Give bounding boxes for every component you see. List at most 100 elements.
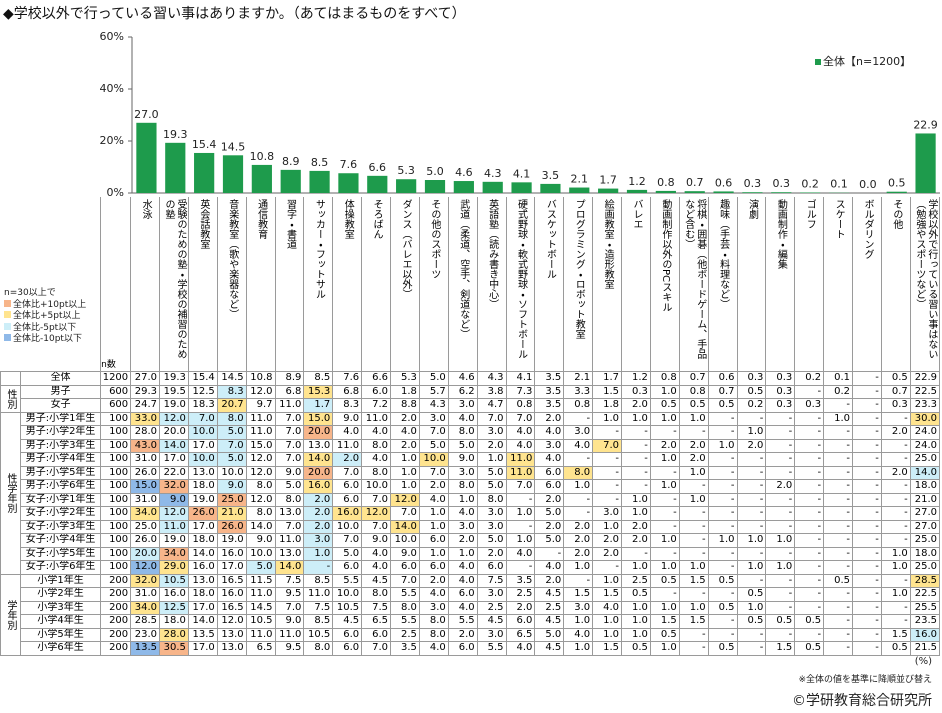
column-header: 硬式野球・軟式野球・ソフトボール [505,197,536,372]
table-cell: - [736,506,767,521]
table-cell: 1.0 [765,533,796,548]
bar [713,191,734,193]
table-cell: 3.0 [447,519,478,534]
table-cell: 8.0 [418,614,449,629]
table-cell: 1.0 [563,560,594,575]
table-row: 女子:小学1年生 100 31.0 9.0 19.0 25.0 12.0 8.0 2.0 6.0 7… [1,492,941,507]
table-cell: - [823,438,854,453]
table-cell: 2.0 [303,506,334,521]
table-cell: - [794,600,825,615]
column-header: ボルダリング [852,197,882,372]
table-cell: 1.0 [621,560,651,575]
table-cell: 9.0 [245,533,276,548]
table-cell: 33.0 [130,411,161,426]
table-cell: - [592,479,623,494]
table-cell: 17.0 [187,641,218,656]
table-cell: 18.0 [187,587,218,602]
table-cell: 8.0 [418,627,449,642]
row-label: 小学6年生 [20,641,102,656]
row-label: 男子:小学5年生 [20,465,102,480]
table-cell: 10.0 [361,479,392,494]
table-cell: - [649,519,680,534]
table-cell: 2.0 [447,627,478,642]
table-row: 男子:小学4年生 100 31.0 17.0 10.0 5.0 12.0 7.0 14.0 2.0… [1,452,941,467]
bar [424,180,446,193]
table-cell: 7.0 [505,479,536,494]
column-header-text: 音楽教室（歌や楽器など） [226,199,238,319]
table-cell: 1.7 [303,398,334,413]
table-cell: 5.5 [476,641,507,656]
column-header: 演劇 [736,197,767,372]
table-cell: - [823,506,854,521]
table-cell: 10.5 [303,627,334,642]
table-cell: 0.5 [707,573,738,588]
column-header: 将棋・囲碁（他ボードゲーム、手品など含む） [678,197,709,372]
table-cell: 14.5 [245,600,276,615]
table-cell: 1.0 [621,411,651,426]
column-header: サッカー・フットサル [303,197,334,372]
table-cell: - [678,546,709,561]
group-label-text: 性別 [5,388,16,409]
table-cell: 8.5 [303,573,334,588]
table-cell: 14.0 [245,519,276,534]
row-label: 女子:小学2年生 [20,506,102,521]
highlight-legend-title: n=30以上で [4,288,56,298]
bar [136,122,157,193]
table-cell: 1.0 [707,533,738,548]
table-cell: 1.0 [678,560,709,575]
table-row: 小学3年生 200 34.0 12.5 17.0 16.5 14.5 7.0 7.5 10.5 7.… [1,600,941,615]
table-cell: 5.0 [476,465,507,480]
row-n: 200 [100,641,132,656]
column-header: 動画制作以外のPCスキル [649,197,680,372]
table-cell: - [794,452,825,467]
table-cell: 1.0 [592,573,623,588]
table-cell: 4.0 [447,600,478,615]
table-cell: 1.0 [418,519,449,534]
table-cell: 3.5 [505,573,536,588]
table-cell: 0.7 [880,384,911,399]
table-cell: 14.0 [274,560,305,575]
table-cell: 24.0 [909,438,941,453]
table-cell: 2.0 [649,438,680,453]
table-row: 男子:小学6年生 100 15.0 32.0 18.0 9.0 8.0 5.0 16.0 6.0 1… [1,479,941,494]
table-cell: 3.5 [534,371,565,386]
table-cell: 3.0 [592,506,623,521]
value-label: 1.7 [599,174,617,187]
table-cell: 1.0 [649,479,680,494]
table-cell: 6.0 [534,479,565,494]
table-cell: 4.0 [505,438,536,453]
table-cell: 4.0 [361,560,392,575]
table-cell: 4.0 [418,641,449,656]
table-cell: 13.0 [216,627,247,642]
value-label: 22.9 [913,118,938,131]
table-cell: 7.0 [274,425,305,440]
table-cell: 1.0 [592,627,623,642]
table-cell: 6.0 [361,384,392,399]
table-cell: - [563,506,594,521]
value-label: 7.6 [340,158,358,171]
table-cell: 0.5 [880,641,911,656]
table-cell: 18.3 [187,398,218,413]
table-cell: 13.5 [187,627,218,642]
table-cell: 9.0 [216,479,247,494]
table-cell: 0.1 [823,371,854,386]
table-cell: 0.5 [678,398,709,413]
table-cell: 3.0 [476,587,507,602]
table-cell: 34.0 [159,546,189,561]
table-cell: 16.0 [303,479,334,494]
table-cell: 0.3 [765,398,796,413]
table-cell: 1.0 [621,627,651,642]
table-cell: 2.0 [303,519,334,534]
table-cell: 4.0 [418,587,449,602]
table-cell: - [794,506,825,521]
column-header-text: 趣味（手芸・料理など） [717,199,729,309]
table-cell: 11.0 [332,438,363,453]
table-cell: - [794,560,825,575]
table-cell: 16.0 [187,560,218,575]
table-cell: 3.0 [476,627,507,642]
table-cell: 0.8 [563,398,594,413]
value-label: 0.7 [686,176,704,189]
table-cell: 0.5 [649,573,680,588]
row-label: 小学5年生 [20,627,102,642]
table-cell: - [736,573,767,588]
